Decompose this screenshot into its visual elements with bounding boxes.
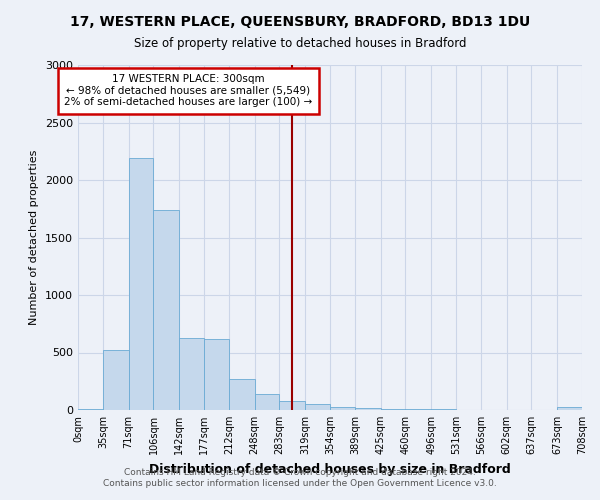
Bar bbox=[254, 394, 280, 410]
Y-axis label: Number of detached properties: Number of detached properties bbox=[29, 150, 40, 325]
Bar bbox=[154, 210, 179, 410]
Bar bbox=[330, 406, 355, 410]
Bar bbox=[355, 408, 380, 410]
X-axis label: Distribution of detached houses by size in Bradford: Distribution of detached houses by size … bbox=[149, 462, 511, 475]
Text: 17 WESTERN PLACE: 300sqm
← 98% of detached houses are smaller (5,549)
2% of semi: 17 WESTERN PLACE: 300sqm ← 98% of detach… bbox=[64, 74, 313, 108]
Bar bbox=[128, 158, 154, 410]
Bar bbox=[305, 404, 330, 410]
Bar bbox=[103, 350, 128, 410]
Bar bbox=[78, 409, 103, 410]
Bar bbox=[229, 379, 254, 410]
Bar bbox=[557, 407, 582, 410]
Text: 17, WESTERN PLACE, QUEENSBURY, BRADFORD, BD13 1DU: 17, WESTERN PLACE, QUEENSBURY, BRADFORD,… bbox=[70, 15, 530, 29]
Bar bbox=[204, 338, 229, 410]
Bar bbox=[179, 338, 204, 410]
Text: Size of property relative to detached houses in Bradford: Size of property relative to detached ho… bbox=[134, 38, 466, 51]
Text: Contains HM Land Registry data © Crown copyright and database right 2024.
Contai: Contains HM Land Registry data © Crown c… bbox=[103, 468, 497, 487]
Bar bbox=[380, 409, 406, 410]
Bar bbox=[406, 409, 431, 410]
Bar bbox=[280, 402, 305, 410]
